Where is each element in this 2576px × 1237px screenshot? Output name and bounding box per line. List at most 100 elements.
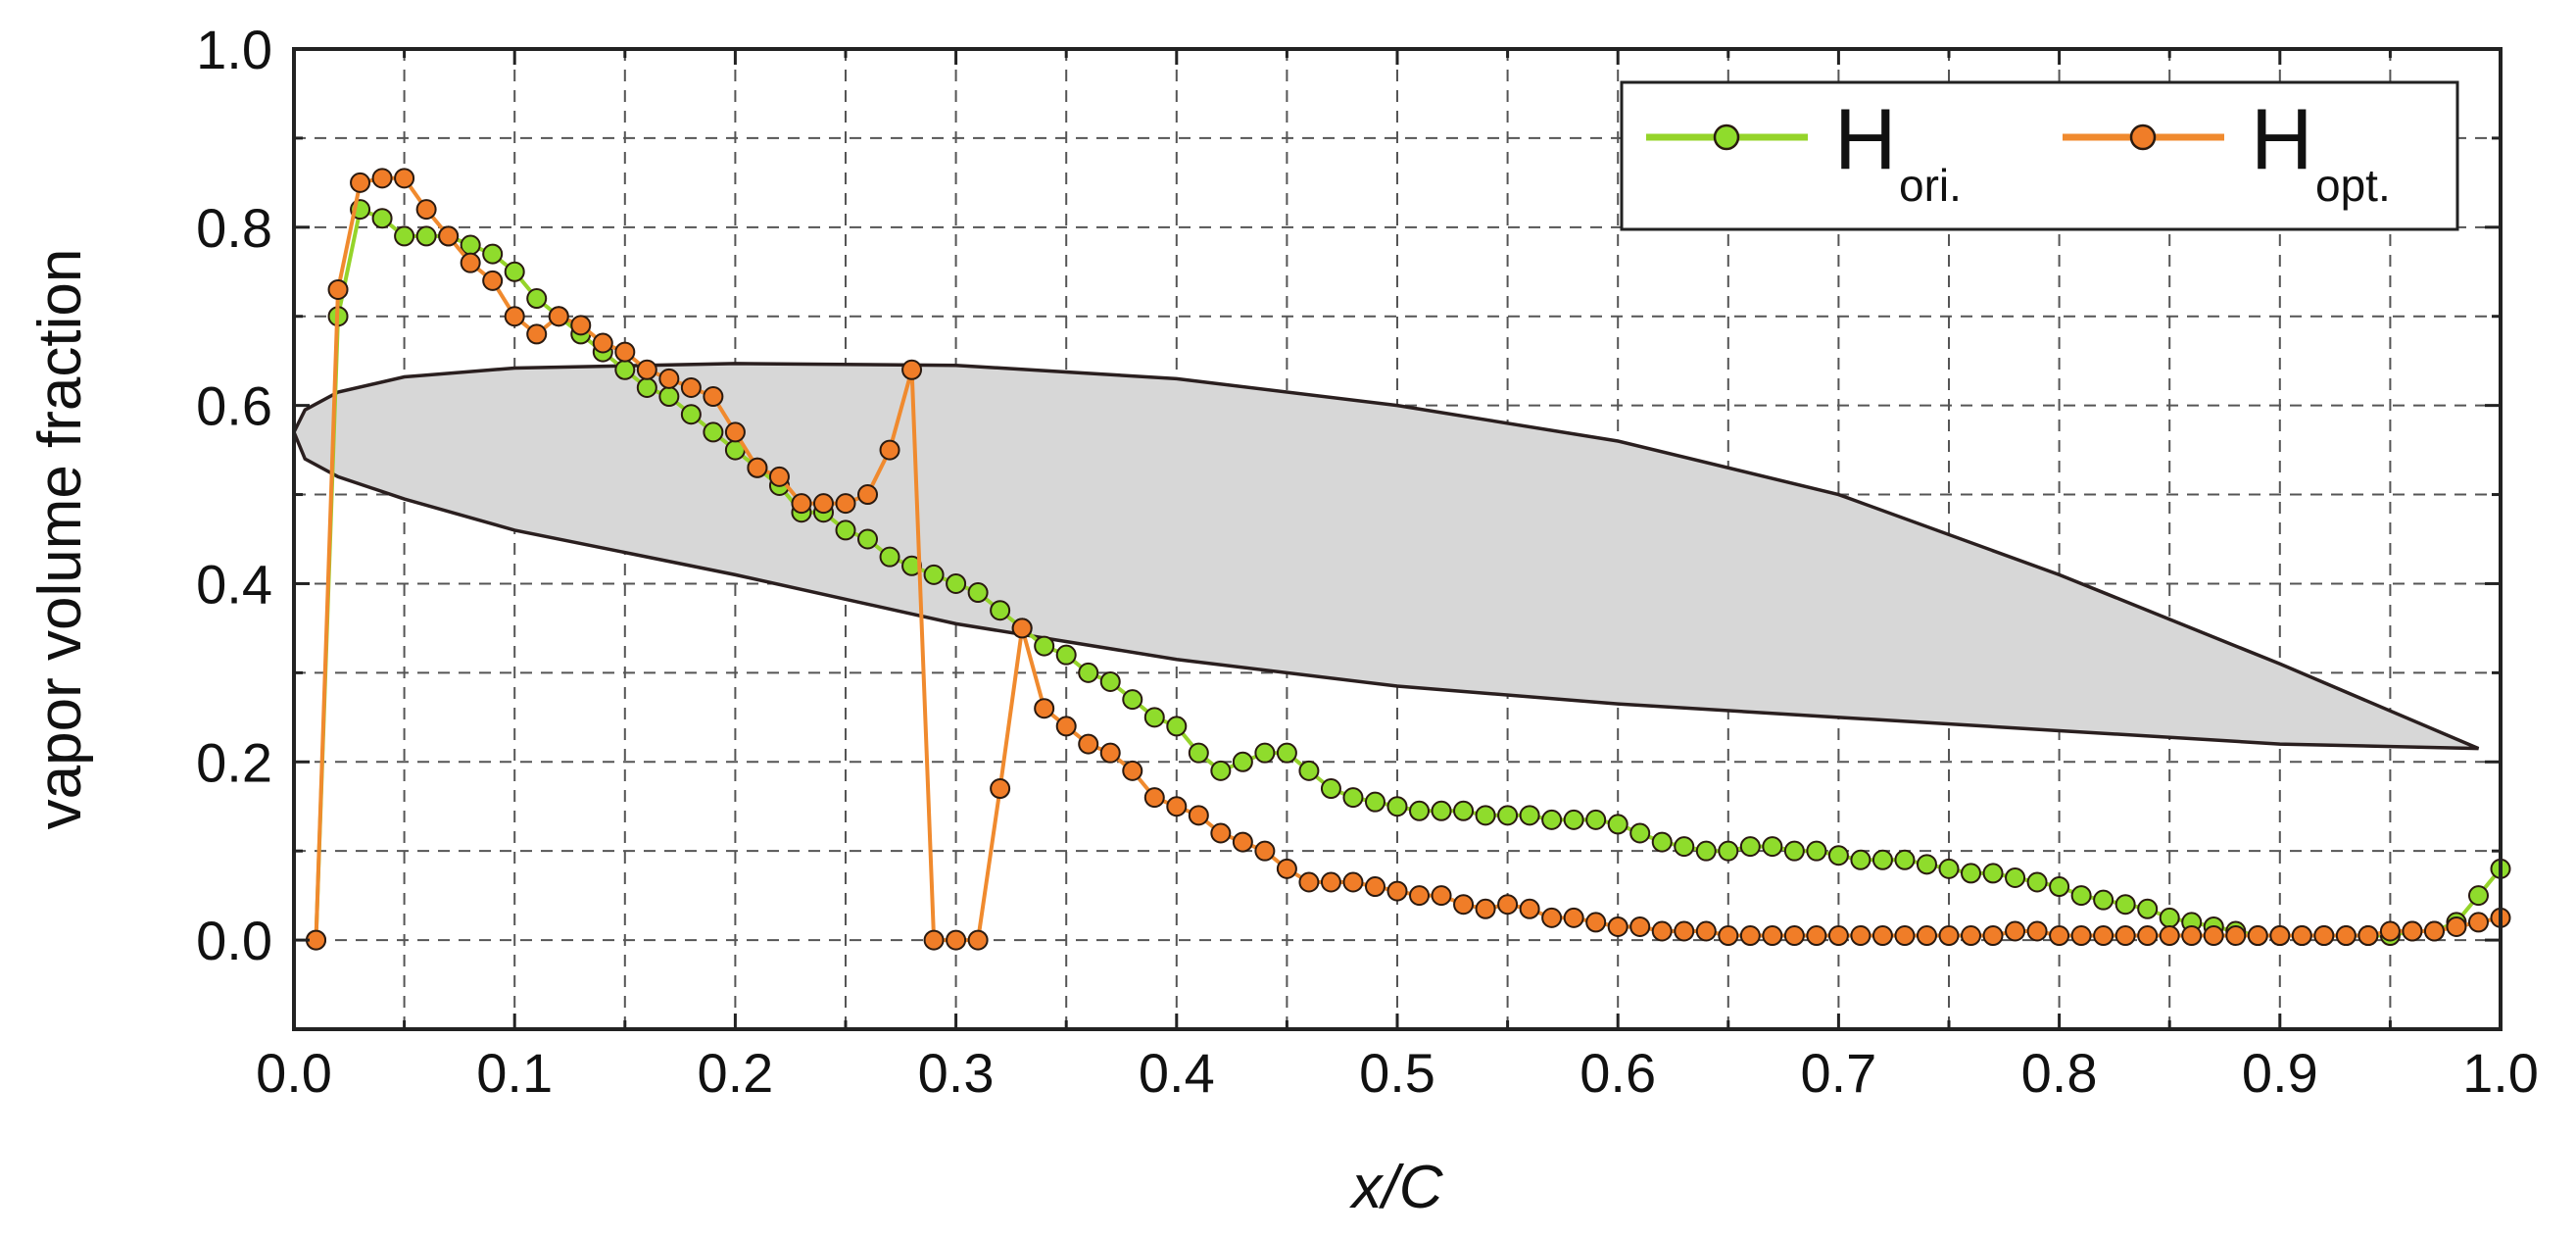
data-point bbox=[526, 288, 548, 310]
data-point bbox=[1320, 778, 1341, 800]
data-point bbox=[1320, 871, 1341, 893]
data-point bbox=[857, 528, 879, 550]
series-1 bbox=[306, 168, 2511, 951]
data-point bbox=[592, 332, 613, 354]
data-point bbox=[1894, 849, 1916, 870]
data-point bbox=[2203, 925, 2224, 947]
data-point bbox=[350, 172, 371, 193]
series-group bbox=[306, 168, 2511, 951]
data-point bbox=[1409, 800, 1431, 821]
x-tick-label: 0.0 bbox=[256, 1042, 332, 1104]
x-tick-label: 0.7 bbox=[1800, 1042, 1876, 1104]
data-point bbox=[2335, 925, 2357, 947]
data-point bbox=[1122, 760, 1143, 781]
data-point bbox=[1739, 836, 1761, 858]
legend-label-subscript: ori. bbox=[1899, 160, 1962, 211]
data-point bbox=[1276, 742, 1297, 764]
data-point bbox=[1519, 805, 1540, 826]
y-tick-label: 0.6 bbox=[196, 375, 272, 437]
series-line bbox=[314, 207, 2503, 941]
data-point bbox=[415, 225, 437, 247]
data-point bbox=[1143, 707, 1165, 728]
data-point bbox=[482, 270, 504, 291]
data-point bbox=[1431, 885, 1452, 907]
data-point bbox=[1718, 925, 1739, 947]
data-point bbox=[1342, 787, 1364, 809]
data-point bbox=[1011, 618, 1033, 639]
data-point bbox=[2070, 885, 2092, 907]
data-point bbox=[1806, 840, 1827, 862]
y-tick-label: 0.2 bbox=[196, 731, 272, 793]
data-point bbox=[1916, 854, 1937, 875]
data-point bbox=[2379, 920, 2401, 942]
data-point bbox=[1563, 907, 1584, 928]
data-point bbox=[1607, 915, 1628, 937]
data-point bbox=[1762, 836, 1783, 858]
data-point bbox=[812, 493, 834, 515]
data-point bbox=[1232, 751, 1253, 772]
data-point bbox=[1453, 800, 1475, 821]
data-point bbox=[703, 421, 724, 443]
data-point bbox=[2114, 925, 2136, 947]
data-point bbox=[1210, 822, 1232, 844]
data-point bbox=[1585, 912, 1607, 933]
data-point bbox=[1055, 644, 1077, 666]
data-point bbox=[548, 306, 569, 327]
data-point bbox=[614, 359, 636, 380]
data-point bbox=[504, 261, 525, 282]
data-point bbox=[879, 439, 900, 461]
data-point bbox=[1695, 840, 1717, 862]
data-point bbox=[2026, 871, 2048, 893]
data-point bbox=[2181, 925, 2203, 947]
legend-label: H bbox=[1834, 90, 1897, 187]
data-point bbox=[923, 929, 945, 951]
data-point bbox=[1806, 925, 1827, 947]
x-tick-label: 0.1 bbox=[476, 1042, 553, 1104]
data-point bbox=[1607, 814, 1628, 835]
data-point bbox=[1629, 822, 1651, 844]
data-point bbox=[1541, 907, 1563, 928]
data-point bbox=[835, 520, 856, 541]
data-point bbox=[415, 199, 437, 221]
data-point bbox=[2291, 925, 2312, 947]
legend-label: H bbox=[2251, 90, 2313, 187]
data-point bbox=[570, 315, 592, 336]
data-point bbox=[2159, 925, 2180, 947]
data-point bbox=[1938, 858, 1960, 879]
data-point bbox=[1585, 809, 1607, 830]
data-point bbox=[1254, 840, 1276, 862]
data-point bbox=[526, 323, 548, 345]
data-point bbox=[1475, 805, 1496, 826]
data-point bbox=[2247, 925, 2268, 947]
data-point bbox=[394, 168, 415, 189]
data-point bbox=[1674, 836, 1695, 858]
x-tick-label: 0.3 bbox=[918, 1042, 995, 1104]
data-point bbox=[1409, 885, 1431, 907]
y-axis-title: vapor volume fraction bbox=[26, 249, 94, 830]
data-point bbox=[2467, 885, 2489, 907]
y-tick-label: 0.8 bbox=[196, 197, 272, 259]
y-tick-label: 0.0 bbox=[196, 910, 272, 971]
data-point bbox=[460, 252, 481, 273]
data-point bbox=[2402, 920, 2423, 942]
data-point bbox=[1166, 716, 1188, 737]
data-point bbox=[1099, 670, 1121, 692]
data-point bbox=[1298, 760, 1320, 781]
data-point bbox=[990, 600, 1011, 621]
data-point bbox=[703, 386, 724, 408]
data-point bbox=[2423, 920, 2445, 942]
data-point bbox=[1783, 925, 1805, 947]
data-point bbox=[835, 493, 856, 515]
data-point bbox=[438, 225, 460, 247]
data-point bbox=[636, 359, 657, 380]
data-point bbox=[1034, 698, 1055, 719]
axis-ticks bbox=[292, 47, 2503, 1031]
data-point bbox=[658, 368, 680, 389]
data-point bbox=[2093, 889, 2114, 911]
data-point bbox=[2446, 915, 2467, 937]
data-point bbox=[2005, 866, 2026, 888]
data-point bbox=[371, 168, 393, 189]
data-point bbox=[1651, 831, 1673, 853]
x-tick-label: 0.2 bbox=[697, 1042, 773, 1104]
x-tick-label: 1.0 bbox=[2462, 1042, 2539, 1104]
